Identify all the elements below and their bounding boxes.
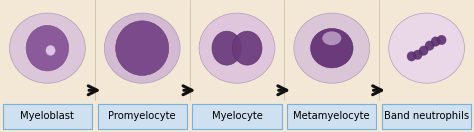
Ellipse shape <box>322 31 341 45</box>
Ellipse shape <box>437 35 446 45</box>
Ellipse shape <box>199 13 275 83</box>
Ellipse shape <box>419 46 428 55</box>
Text: Metamyelocyte: Metamyelocyte <box>293 111 370 121</box>
FancyBboxPatch shape <box>382 104 471 129</box>
Ellipse shape <box>26 25 69 71</box>
Text: Band neutrophils: Band neutrophils <box>384 111 469 121</box>
Ellipse shape <box>212 31 242 65</box>
Ellipse shape <box>389 13 465 83</box>
Ellipse shape <box>431 37 440 46</box>
Ellipse shape <box>9 13 85 83</box>
FancyBboxPatch shape <box>3 104 92 129</box>
Ellipse shape <box>310 28 353 68</box>
FancyBboxPatch shape <box>192 104 282 129</box>
Text: Myelocyte: Myelocyte <box>211 111 263 121</box>
Ellipse shape <box>407 52 416 61</box>
Text: Promyelocyte: Promyelocyte <box>109 111 176 121</box>
Ellipse shape <box>104 13 180 83</box>
FancyBboxPatch shape <box>98 104 187 129</box>
Ellipse shape <box>46 45 55 56</box>
Text: Myeloblast: Myeloblast <box>20 111 74 121</box>
Bar <box>0 0 474 100</box>
FancyBboxPatch shape <box>287 104 376 129</box>
Ellipse shape <box>413 50 422 60</box>
Ellipse shape <box>425 41 434 50</box>
Ellipse shape <box>232 31 262 65</box>
Ellipse shape <box>116 21 169 76</box>
Ellipse shape <box>294 13 370 83</box>
